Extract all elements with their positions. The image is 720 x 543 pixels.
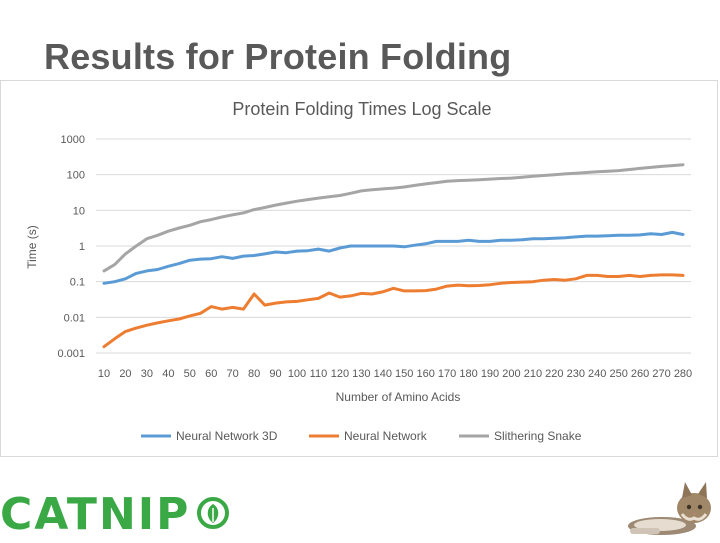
y-tick-label: 0.1 xyxy=(70,277,85,289)
x-tick-label: 110 xyxy=(310,368,328,380)
y-tick-label: 0.001 xyxy=(57,348,85,360)
y-axis-label: Time (s) xyxy=(25,225,39,269)
x-tick-label: 280 xyxy=(674,368,692,380)
brand-name: CATNIP xyxy=(0,489,191,540)
x-axis-label: Number of Amino Acids xyxy=(336,390,461,404)
legend-item: Slithering Snake xyxy=(459,429,582,443)
line-chart: Protein Folding Times Log Scale Time (s)… xyxy=(25,99,692,443)
x-tick-label: 240 xyxy=(588,368,606,380)
leaf-circle-icon xyxy=(196,496,230,535)
series-line-2 xyxy=(102,273,685,349)
x-tick-label: 10 xyxy=(98,368,110,380)
y-tick-label: 0.01 xyxy=(64,312,85,324)
legend-label: Neural Network 3D xyxy=(176,429,278,443)
x-tick-label: 70 xyxy=(227,368,239,380)
series-lines xyxy=(102,163,685,349)
legend-item: Neural Network xyxy=(309,429,428,443)
x-tick-label: 170 xyxy=(438,368,456,380)
x-tick-label: 220 xyxy=(545,368,563,380)
y-tick-label: 1 xyxy=(79,241,85,253)
legend-label: Neural Network xyxy=(344,429,428,443)
x-tick-label: 140 xyxy=(374,368,392,380)
x-tick-label: 90 xyxy=(269,368,281,380)
series-line-1 xyxy=(102,230,685,285)
x-tick-label: 40 xyxy=(162,368,174,380)
x-tick-label: 50 xyxy=(184,368,196,380)
gridlines xyxy=(96,138,691,354)
slide-title: Results for Protein Folding xyxy=(44,36,512,77)
x-tick-label: 100 xyxy=(288,368,306,380)
x-tick-label: 230 xyxy=(567,368,585,380)
x-tick-label: 200 xyxy=(502,368,520,380)
x-tick-label: 130 xyxy=(352,368,370,380)
y-tick-label: 1000 xyxy=(61,134,85,146)
x-tick-label: 190 xyxy=(481,368,499,380)
x-tick-label: 60 xyxy=(205,368,217,380)
series-line-3 xyxy=(102,163,685,273)
x-tick-label: 160 xyxy=(416,368,434,380)
x-tick-label: 180 xyxy=(459,368,477,380)
x-tick-label: 270 xyxy=(652,368,670,380)
x-tick-label: 250 xyxy=(609,368,627,380)
x-tick-label: 120 xyxy=(331,368,349,380)
legend-item: Neural Network 3D xyxy=(141,429,278,443)
y-tick-label: 10 xyxy=(73,205,85,217)
chart-title: Protein Folding Times Log Scale xyxy=(232,99,491,119)
x-tick-label: 80 xyxy=(248,368,260,380)
chart-frame: Protein Folding Times Log Scale Time (s)… xyxy=(0,80,718,457)
y-tick-labels: 1000 100 10 1 0.1 0.01 0.001 xyxy=(57,134,85,360)
x-tick-label: 150 xyxy=(395,368,413,380)
cat-icon xyxy=(622,478,718,543)
x-tick-label: 210 xyxy=(524,368,542,380)
x-tick-label: 260 xyxy=(631,368,649,380)
x-tick-label: 20 xyxy=(119,368,131,380)
legend-label: Slithering Snake xyxy=(494,429,582,443)
legend: Neural Network 3D Neural Network Slitherin… xyxy=(141,429,582,443)
y-tick-label: 100 xyxy=(67,170,85,182)
brand-logo: CATNIP xyxy=(0,489,230,541)
x-tick-label: 30 xyxy=(141,368,153,380)
x-tick-labels: 10 20 30 40 50 60 70 80 90 100 110 120 130 140 150 160 1… xyxy=(98,368,692,380)
